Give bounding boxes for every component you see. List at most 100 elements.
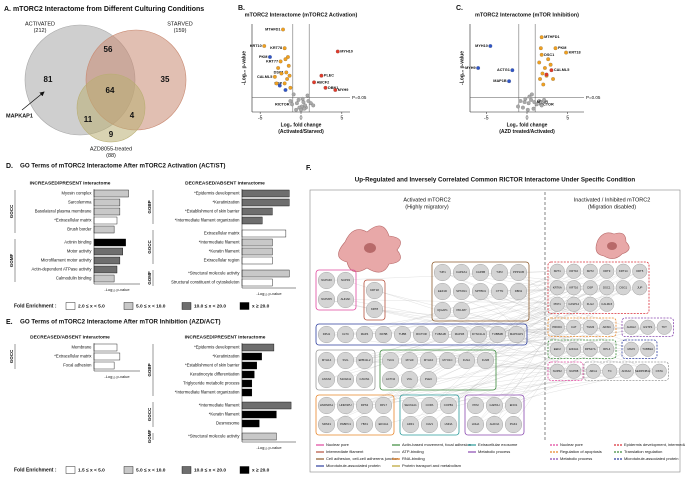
protein-node bbox=[656, 319, 672, 335]
point-label: DSC1 bbox=[274, 70, 284, 74]
region-count: 64 bbox=[106, 86, 115, 95]
node-label: GSTP1 bbox=[643, 325, 653, 329]
node-label: IQGAP1 bbox=[437, 308, 448, 312]
protein-node bbox=[356, 326, 373, 343]
data-point bbox=[526, 101, 531, 106]
group-label: GOBP bbox=[147, 200, 152, 213]
protein-node bbox=[623, 319, 639, 335]
data-point bbox=[523, 96, 528, 101]
chart-subtitle: INCREASED/PRESENT Interactome bbox=[185, 334, 266, 340]
group-box bbox=[583, 361, 669, 381]
protein-node bbox=[434, 264, 451, 281]
bar bbox=[241, 269, 290, 278]
node-label: CALML5 bbox=[601, 302, 612, 306]
node-label: DPH1 bbox=[323, 332, 331, 336]
node-label: ARF1 bbox=[407, 422, 415, 426]
protein-node bbox=[402, 397, 419, 414]
node-label: KRT10 bbox=[569, 269, 578, 273]
data-point bbox=[521, 105, 525, 110]
point-label: CALML5 bbox=[257, 75, 272, 79]
bar-label: *Intermediate filament bbox=[199, 403, 241, 408]
bar-label: Basolateral plasma membrane bbox=[35, 209, 92, 214]
node-label: CASP14 bbox=[568, 302, 579, 306]
protein-node bbox=[337, 352, 354, 369]
chart-title: mTORC2 Interactome (mTOR Inhibition) bbox=[475, 12, 579, 18]
node-label: S100A11 bbox=[340, 377, 352, 381]
cell-nucleus bbox=[364, 243, 376, 253]
point-label: KRT78 bbox=[270, 46, 282, 50]
point-label: MTHFD1 bbox=[265, 28, 280, 32]
network-edge bbox=[475, 349, 632, 425]
protein-node bbox=[318, 416, 335, 433]
network-edge bbox=[461, 272, 607, 328]
point-label: ACTG1 bbox=[497, 68, 510, 72]
protein-node bbox=[413, 326, 430, 343]
node-label: TUBB4B bbox=[492, 332, 503, 336]
node-label: SPTAN1 bbox=[456, 289, 467, 293]
protein-node bbox=[318, 371, 335, 388]
chart-subtitle: INCREASED/PRESENT Interactome bbox=[30, 180, 111, 186]
protein-node bbox=[585, 363, 601, 379]
protein-node bbox=[618, 363, 634, 379]
bar bbox=[241, 207, 273, 216]
protein-node bbox=[640, 319, 656, 335]
node-label: KRT2 bbox=[587, 269, 595, 273]
point-label: CALML5 bbox=[554, 68, 569, 72]
node-label: DBN1 bbox=[515, 289, 523, 293]
legend-label: Extracellular exosome bbox=[478, 442, 518, 447]
node-label: MAP2 bbox=[627, 347, 635, 351]
legend-label: 5.0 ≤ x < 10.0 bbox=[136, 303, 166, 309]
point-label: MAP1B bbox=[493, 79, 507, 83]
protein-node bbox=[549, 296, 565, 312]
bar bbox=[93, 225, 115, 234]
legend-label: Intermediate filament bbox=[326, 449, 364, 454]
x-tick-label: 0 bbox=[526, 115, 529, 121]
group-box bbox=[315, 394, 395, 436]
bar bbox=[241, 343, 275, 352]
bar-label: Triglyceride metabolic process bbox=[183, 381, 239, 386]
protein-node bbox=[337, 416, 354, 433]
node-label: TLN1 bbox=[387, 358, 394, 362]
protein-node bbox=[382, 371, 399, 388]
node-label: MYH14 bbox=[322, 358, 332, 362]
data-point bbox=[525, 107, 530, 112]
node-label: RPL4 bbox=[603, 347, 610, 351]
node-label: MAP4 bbox=[361, 332, 369, 336]
panel-title: GO Terms of mTORC2 Interactome After mTO… bbox=[20, 319, 221, 326]
node-label: ARG1 bbox=[589, 369, 597, 373]
node-label: NUP62 bbox=[553, 369, 562, 373]
data-point bbox=[527, 94, 532, 99]
protein-node bbox=[318, 397, 335, 414]
data-point bbox=[287, 73, 292, 78]
protein-node bbox=[599, 341, 615, 357]
region-count: 4 bbox=[130, 111, 135, 120]
legend-label: Metabolic process bbox=[560, 456, 592, 461]
protein-node bbox=[549, 263, 565, 279]
point-label: KRT18 bbox=[569, 51, 581, 55]
protein-node bbox=[549, 363, 565, 379]
network-edge bbox=[485, 304, 591, 361]
data-point bbox=[282, 81, 287, 86]
data-point bbox=[306, 99, 311, 103]
group-box bbox=[547, 361, 584, 381]
bar bbox=[241, 361, 257, 370]
protein-node bbox=[356, 416, 373, 433]
bar bbox=[241, 388, 253, 397]
node-label: ANXA2 bbox=[622, 369, 632, 373]
node-label: RPS27A bbox=[585, 347, 596, 351]
node-label: COPB1 bbox=[444, 403, 454, 407]
bar-label: *Extracellular matrix bbox=[54, 354, 92, 359]
node-label: DSG1 bbox=[619, 285, 627, 289]
bar bbox=[93, 189, 129, 198]
node-label: TKT bbox=[662, 325, 668, 329]
node-label: SPTBN1 bbox=[475, 289, 486, 293]
data-point bbox=[301, 100, 306, 104]
node-label: CAV1 bbox=[426, 422, 434, 426]
bar bbox=[241, 238, 273, 247]
point-label: ABCF2 bbox=[317, 80, 330, 84]
data-point bbox=[553, 46, 558, 51]
data-point bbox=[274, 81, 279, 86]
data-point bbox=[303, 103, 307, 108]
legend-label: Cell adhesion, cell-cell adherens juncti… bbox=[326, 456, 399, 461]
protein-node bbox=[337, 272, 354, 289]
